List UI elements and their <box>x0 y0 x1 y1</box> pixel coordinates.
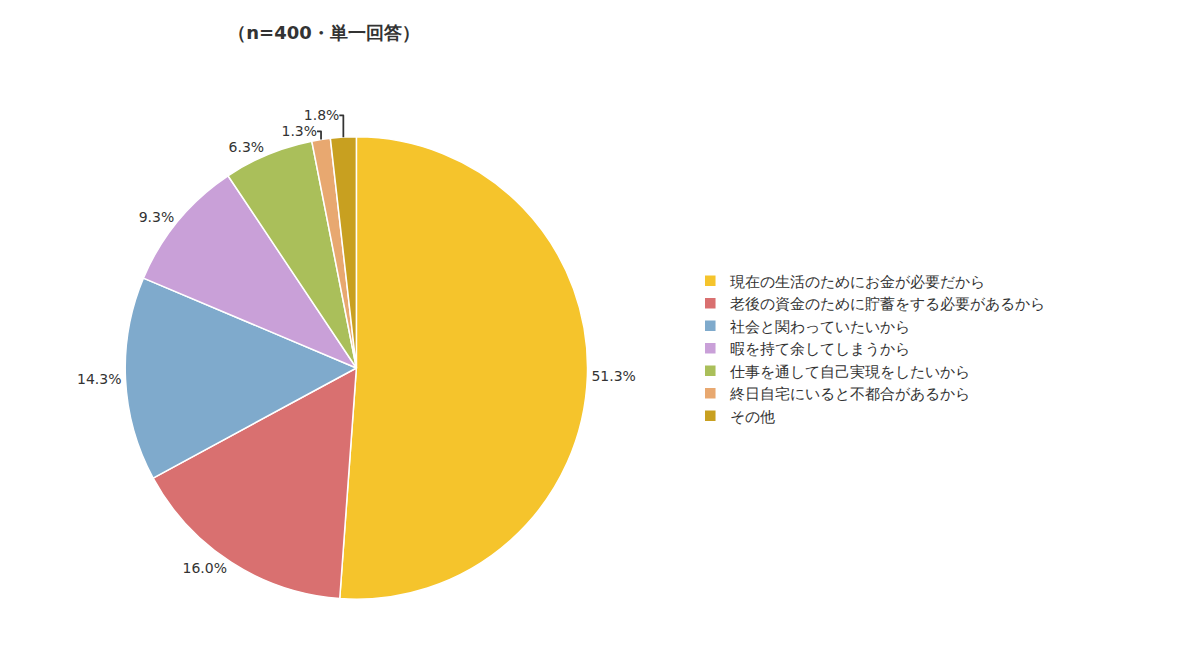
svg-text:16.0%: 16.0% <box>183 560 227 576</box>
svg-text:51.3%: 51.3% <box>591 368 635 384</box>
svg-text:1.8%: 1.8% <box>304 107 340 123</box>
svg-text:老後の資金のために貯蓄をする必要があるから: 老後の資金のために貯蓄をする必要があるから <box>730 295 1045 313</box>
svg-text:社会と関わっていたいから: 社会と関わっていたいから <box>730 318 910 336</box>
svg-text:14.3%: 14.3% <box>77 371 121 387</box>
svg-text:暇を持て余してしまうから: 暇を持て余してしまうから <box>730 340 910 358</box>
svg-text:終日自宅にいると不都合があるから: 終日自宅にいると不都合があるから <box>729 385 970 403</box>
svg-text:9.3%: 9.3% <box>139 209 175 225</box>
svg-text:（n=400・単一回答）: （n=400・単一回答） <box>228 22 419 43</box>
svg-text:現在の生活のためにお金が必要だから: 現在の生活のためにお金が必要だから <box>730 273 985 291</box>
svg-text:仕事を通して自己実現をしたいから: 仕事を通して自己実現をしたいから <box>729 363 970 381</box>
svg-text:その他: その他 <box>730 408 775 426</box>
svg-text:1.3%: 1.3% <box>281 123 317 139</box>
svg-text:6.3%: 6.3% <box>229 139 265 155</box>
